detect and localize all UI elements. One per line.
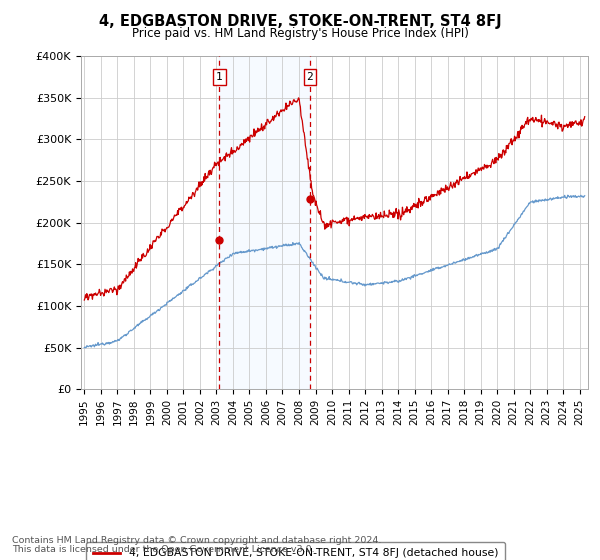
Text: 1: 1 [216,72,223,82]
Legend: 4, EDGBASTON DRIVE, STOKE-ON-TRENT, ST4 8FJ (detached house), HPI: Average price: 4, EDGBASTON DRIVE, STOKE-ON-TRENT, ST4 … [86,542,505,560]
Text: Contains HM Land Registry data © Crown copyright and database right 2024.: Contains HM Land Registry data © Crown c… [12,536,382,545]
Text: 4, EDGBASTON DRIVE, STOKE-ON-TRENT, ST4 8FJ: 4, EDGBASTON DRIVE, STOKE-ON-TRENT, ST4 … [98,14,502,29]
Text: Price paid vs. HM Land Registry's House Price Index (HPI): Price paid vs. HM Land Registry's House … [131,27,469,40]
Bar [220,56,310,389]
Text: This data is licensed under the Open Government Licence v3.0.: This data is licensed under the Open Gov… [12,545,314,554]
Text: 2: 2 [307,72,313,82]
